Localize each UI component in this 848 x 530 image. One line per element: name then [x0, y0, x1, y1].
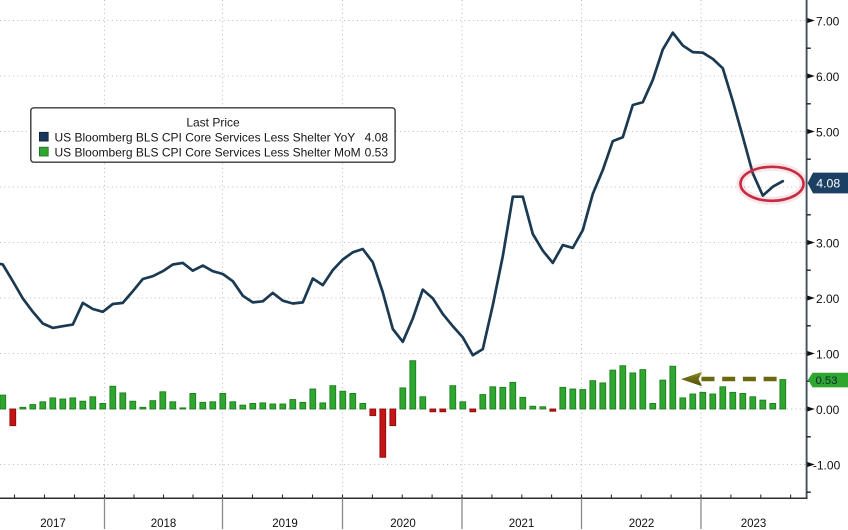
- svg-text:2023: 2023: [741, 518, 767, 530]
- svg-text:7.00: 7.00: [816, 15, 840, 29]
- svg-text:US Bloomberg BLS CPI Core Serv: US Bloomberg BLS CPI Core Services Less …: [55, 145, 361, 159]
- svg-text:2022: 2022: [629, 518, 655, 530]
- svg-text:4.08: 4.08: [816, 177, 840, 191]
- svg-text:Last Price: Last Price: [186, 115, 240, 129]
- svg-text:0.00: 0.00: [816, 403, 840, 417]
- svg-text:2018: 2018: [151, 518, 177, 530]
- svg-text:3.00: 3.00: [816, 237, 840, 251]
- svg-text:2.00: 2.00: [816, 292, 840, 306]
- svg-text:6.00: 6.00: [816, 70, 840, 84]
- svg-text:2017: 2017: [40, 518, 66, 530]
- svg-text:0.53: 0.53: [365, 145, 389, 159]
- svg-text:-1.00: -1.00: [813, 459, 841, 473]
- svg-text:5.00: 5.00: [816, 126, 840, 140]
- svg-text:US Bloomberg BLS CPI Core Serv: US Bloomberg BLS CPI Core Services Less …: [55, 130, 356, 144]
- svg-text:0.53: 0.53: [816, 375, 838, 387]
- svg-text:4.08: 4.08: [365, 130, 389, 144]
- svg-text:1.00: 1.00: [816, 348, 840, 362]
- svg-text:2019: 2019: [272, 518, 298, 530]
- svg-text:2021: 2021: [509, 518, 535, 530]
- svg-text:2020: 2020: [390, 518, 416, 530]
